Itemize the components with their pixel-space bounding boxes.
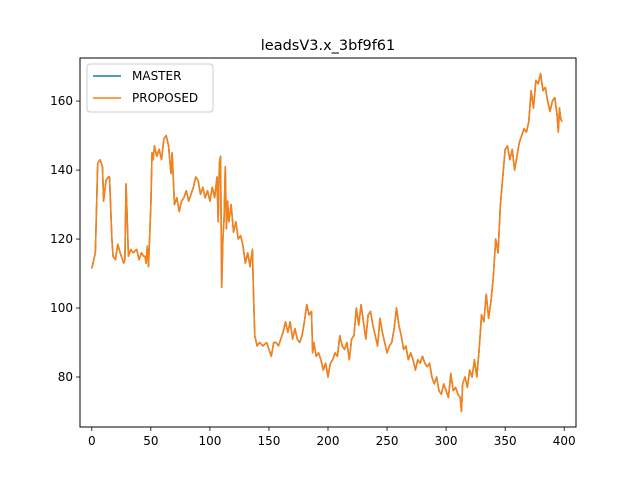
chart-title: leadsV3.x_3bf9f61 [261, 38, 396, 54]
y-tick-label: 140 [50, 163, 73, 177]
y-tick-label: 80 [58, 370, 73, 384]
x-tick-label: 150 [257, 434, 280, 448]
y-tick-label: 100 [50, 301, 73, 315]
x-tick-label: 300 [435, 434, 458, 448]
x-tick-label: 0 [88, 434, 96, 448]
legend-label-master: MASTER [132, 69, 181, 83]
legend: MASTER PROPOSED [86, 63, 214, 113]
x-tick-label: 250 [376, 434, 399, 448]
x-tick-label: 50 [143, 434, 158, 448]
axis-ticks: 0 50 100 150 200 250 300 350 400 80 100 120 140 160 [50, 94, 576, 448]
y-tick-label: 160 [50, 94, 73, 108]
y-tick-label: 120 [50, 232, 73, 246]
x-tick-label: 400 [553, 434, 576, 448]
x-tick-label: 350 [494, 434, 517, 448]
x-tick-label: 200 [317, 434, 340, 448]
legend-label-proposed: PROPOSED [132, 91, 198, 105]
series-lines [91, 72, 563, 413]
series-line-proposed [91, 72, 563, 413]
x-tick-label: 100 [198, 434, 221, 448]
plot-frame [79, 57, 577, 428]
